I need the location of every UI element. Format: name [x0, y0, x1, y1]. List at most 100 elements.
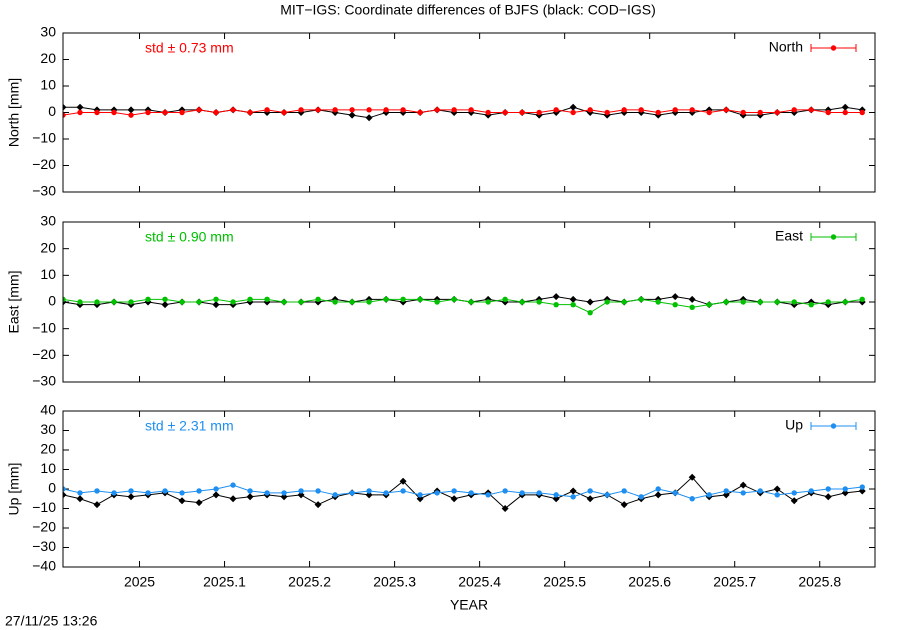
point — [383, 107, 389, 113]
point — [824, 493, 832, 501]
point — [552, 293, 560, 301]
point — [297, 491, 305, 499]
y-axis-label: Up [mm] — [6, 463, 22, 516]
point — [468, 299, 474, 305]
point — [434, 107, 440, 113]
point — [127, 493, 135, 501]
point — [502, 109, 508, 116]
point — [94, 299, 100, 305]
x-tick-label: 2025 — [124, 574, 155, 590]
y-tick-label: 20 — [40, 441, 56, 457]
point — [315, 107, 321, 113]
point — [485, 299, 491, 305]
point — [569, 295, 577, 303]
point — [366, 107, 372, 113]
y-tick-label: 30 — [40, 24, 56, 40]
point — [298, 488, 304, 494]
point — [179, 109, 185, 116]
x-tick-label: 2025.3 — [373, 574, 416, 590]
point — [196, 299, 202, 305]
point — [654, 491, 662, 499]
point — [450, 495, 458, 503]
point — [519, 299, 525, 305]
point — [128, 299, 134, 305]
y-tick-label: −20 — [32, 156, 56, 172]
point — [349, 490, 355, 496]
point — [77, 490, 83, 496]
point — [416, 495, 424, 503]
page-title: MIT−IGS: Coordinate differences of BJFS … — [280, 2, 656, 18]
y-tick-label: 20 — [40, 239, 56, 255]
point — [604, 109, 610, 116]
point — [502, 488, 508, 494]
point — [723, 107, 729, 113]
point — [587, 107, 593, 113]
point — [586, 298, 594, 306]
y-tick-label: 40 — [40, 402, 56, 418]
point — [77, 299, 83, 305]
point — [740, 299, 746, 305]
point — [162, 296, 168, 303]
point — [638, 296, 644, 303]
point — [638, 494, 644, 500]
point — [706, 492, 712, 498]
point — [825, 299, 831, 305]
point — [434, 299, 440, 305]
x-tick-label: 2025.2 — [288, 574, 331, 590]
point — [63, 112, 66, 118]
point — [298, 299, 304, 305]
point — [859, 296, 865, 303]
point — [63, 491, 67, 499]
y-tick-label: −20 — [32, 346, 56, 362]
point — [468, 490, 474, 496]
point — [553, 301, 559, 308]
point — [485, 109, 491, 116]
point — [94, 488, 100, 494]
series-line — [63, 484, 863, 500]
x-tick-label: 2025.4 — [458, 574, 501, 590]
legend-label: East — [775, 228, 803, 244]
point — [757, 488, 763, 494]
point — [808, 107, 814, 113]
point — [502, 296, 508, 303]
plot-area — [63, 473, 866, 512]
point — [417, 109, 423, 116]
point — [774, 109, 780, 116]
point — [179, 299, 185, 305]
point — [569, 103, 577, 111]
point — [400, 488, 406, 494]
point — [451, 296, 457, 303]
point — [672, 490, 678, 496]
point — [348, 111, 356, 119]
point — [859, 484, 865, 490]
point — [791, 490, 797, 496]
y-tick-label: −40 — [32, 558, 56, 574]
x-tick-label: 2025.7 — [713, 574, 756, 590]
point — [230, 299, 236, 305]
point — [246, 493, 254, 501]
point — [587, 309, 593, 316]
legend-symbol — [830, 234, 837, 240]
point — [332, 492, 338, 498]
point — [672, 301, 678, 308]
point — [247, 488, 253, 494]
point — [825, 486, 831, 492]
legend-symbol — [830, 423, 837, 429]
point — [179, 490, 185, 496]
point — [519, 490, 525, 496]
y-tick-label: 30 — [40, 421, 56, 437]
point — [162, 488, 168, 494]
point — [689, 496, 695, 502]
point — [808, 301, 814, 308]
point — [655, 299, 661, 305]
point — [774, 492, 780, 498]
point — [128, 112, 134, 118]
point — [247, 296, 253, 303]
plot-frame — [62, 410, 876, 568]
y-tick-label: 10 — [40, 460, 56, 476]
series-line — [63, 298, 863, 314]
point — [213, 486, 219, 492]
point — [501, 505, 509, 512]
x-axis-label: YEAR — [450, 597, 488, 613]
